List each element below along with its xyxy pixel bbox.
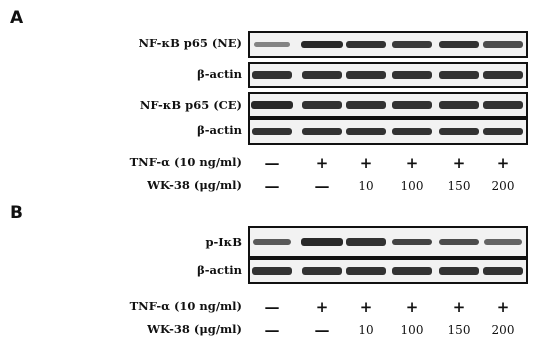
band-lane-6 xyxy=(482,127,524,136)
condition-cell-lane-1: — xyxy=(264,321,280,339)
cond-label-wk-b: WK-38 (μg/ml) xyxy=(147,322,242,336)
blot-label-actin-a2: β-actin xyxy=(197,123,242,137)
band-lane-5 xyxy=(438,40,480,49)
blot-label-p65-ne: NF-κB p65 (NE) xyxy=(138,36,242,50)
band-lane-1 xyxy=(251,101,293,109)
condition-cell-lane-5: + xyxy=(452,154,466,172)
band-lane-2 xyxy=(301,238,343,246)
condition-cell-lane-4: 100 xyxy=(400,179,424,193)
band-lane-6 xyxy=(483,41,523,48)
panel-a-letter: A xyxy=(10,8,24,28)
condition-cell-lane-1: — xyxy=(264,177,280,195)
band-lane-1 xyxy=(251,71,293,79)
condition-cell-lane-2: + xyxy=(315,154,329,172)
condition-cell-lane-4: + xyxy=(405,298,419,316)
condition-cell-lane-4: + xyxy=(405,154,419,172)
condition-cell-lane-6: + xyxy=(496,298,510,316)
band-lane-5 xyxy=(438,127,480,136)
band-lane-4 xyxy=(391,41,433,48)
band-lane-4 xyxy=(391,127,433,136)
band-lane-2 xyxy=(301,101,343,109)
band-lane-3 xyxy=(345,238,387,246)
band-lane-1 xyxy=(251,127,293,136)
band-lane-5 xyxy=(438,267,480,275)
blot-label-pikb: p-IκB xyxy=(205,235,242,249)
band-lane-6 xyxy=(482,71,524,79)
band-lane-5 xyxy=(439,238,479,246)
blot-p65-ne xyxy=(248,31,528,58)
condition-cell-lane-5: 150 xyxy=(447,179,471,193)
band-lane-2 xyxy=(301,71,343,79)
band-lane-3 xyxy=(345,40,387,49)
condition-cell-lane-3: 10 xyxy=(358,179,374,193)
band-lane-3 xyxy=(345,267,387,275)
condition-cell-lane-2: — xyxy=(314,321,330,339)
cond-label-tnf-a: TNF-α (10 ng/ml) xyxy=(129,155,242,169)
band-lane-1 xyxy=(253,42,291,47)
band-lane-3 xyxy=(345,101,387,109)
band-lane-4 xyxy=(391,101,433,109)
condition-cell-lane-2: — xyxy=(314,177,330,195)
condition-cell-lane-6: 200 xyxy=(491,323,515,337)
cond-row-wk-a: — — 10 100 150 200 xyxy=(0,178,533,194)
band-lane-4 xyxy=(391,267,433,275)
condition-cell-lane-2: + xyxy=(315,298,329,316)
band-lane-2 xyxy=(301,127,343,136)
blot-pikb xyxy=(248,226,528,258)
band-lane-2 xyxy=(301,267,343,275)
band-lane-6 xyxy=(483,239,523,245)
blot-p65-ce xyxy=(248,92,528,118)
band-lane-5 xyxy=(438,71,480,79)
band-lane-6 xyxy=(482,267,524,275)
condition-cell-lane-3: + xyxy=(359,298,373,316)
blot-label-actin-a1: β-actin xyxy=(197,67,242,81)
band-lane-2 xyxy=(301,40,343,49)
band-lane-1 xyxy=(252,239,292,245)
blot-actin-a2 xyxy=(248,118,528,145)
blot-label-actin-b: β-actin xyxy=(197,263,242,277)
cond-label-wk-a: WK-38 (μg/ml) xyxy=(147,178,242,192)
band-lane-4 xyxy=(392,238,432,246)
cond-row-tnf-a: — + + + + + xyxy=(0,155,533,171)
blot-label-p65-ce: NF-κB p65 (CE) xyxy=(139,98,242,112)
condition-cell-lane-5: 150 xyxy=(447,323,471,337)
condition-cell-lane-1: — xyxy=(264,154,280,172)
condition-cell-lane-4: 100 xyxy=(400,323,424,337)
cond-row-tnf-b: — + + + + + xyxy=(0,299,533,315)
blot-actin-a1 xyxy=(248,62,528,88)
band-lane-1 xyxy=(251,267,293,275)
band-lane-6 xyxy=(482,101,524,109)
panel-b-letter: B xyxy=(10,203,23,223)
band-lane-5 xyxy=(438,101,480,109)
condition-cell-lane-1: — xyxy=(264,298,280,316)
blot-actin-b xyxy=(248,258,528,284)
cond-row-wk-b: — — 10 100 150 200 xyxy=(0,322,533,338)
band-lane-3 xyxy=(345,71,387,79)
band-lane-4 xyxy=(391,71,433,79)
cond-label-tnf-b: TNF-α (10 ng/ml) xyxy=(129,299,242,313)
condition-cell-lane-3: + xyxy=(359,154,373,172)
condition-cell-lane-6: + xyxy=(496,154,510,172)
condition-cell-lane-3: 10 xyxy=(358,323,374,337)
condition-cell-lane-6: 200 xyxy=(491,179,515,193)
band-lane-3 xyxy=(345,127,387,136)
condition-cell-lane-5: + xyxy=(452,298,466,316)
